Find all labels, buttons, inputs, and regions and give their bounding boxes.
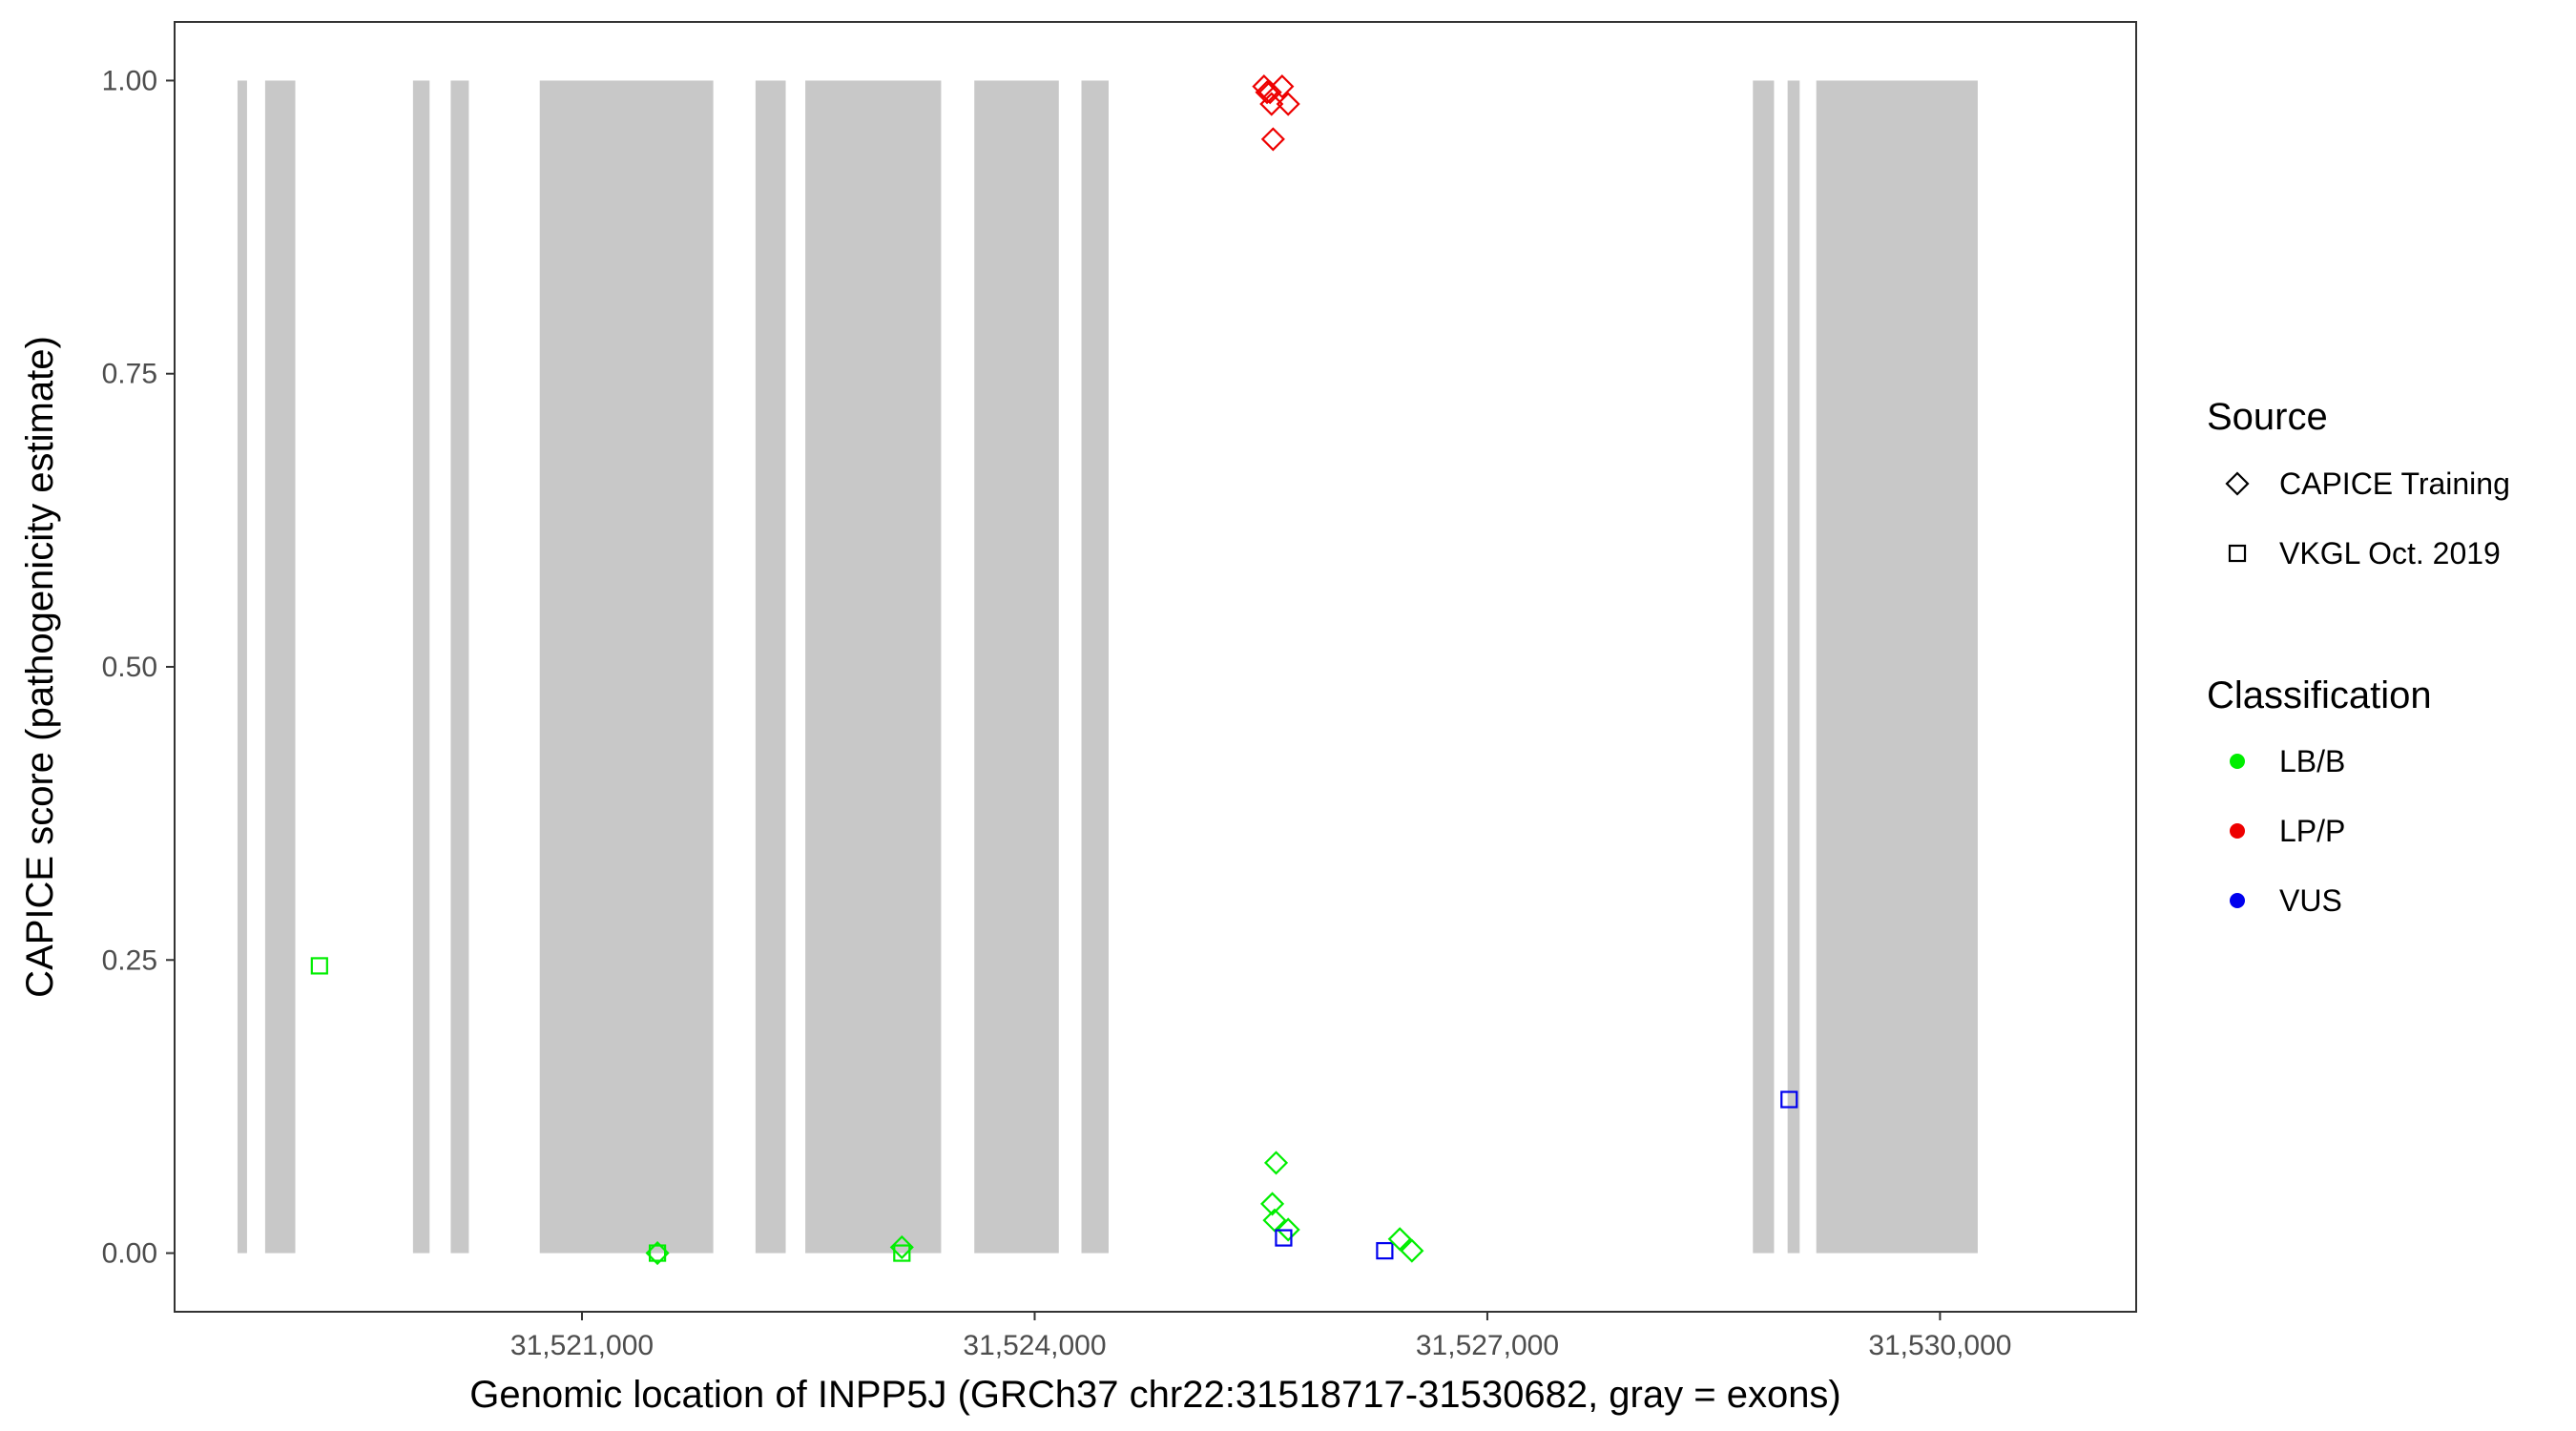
legend: Source CAPICE Training VKGL Oct. 2019 Cla… — [2207, 396, 2510, 918]
x-tick-label: 31,524,000 — [963, 1330, 1106, 1361]
data-point — [893, 1244, 911, 1262]
y-tick-label: 0.50 — [102, 652, 157, 683]
x-tick-label: 31,527,000 — [1416, 1330, 1559, 1361]
exon-band — [539, 80, 714, 1254]
legend-label: VUS — [2279, 883, 2342, 918]
exon-bands — [237, 80, 1978, 1254]
legend-label: LP/P — [2279, 814, 2345, 848]
data-point — [648, 1244, 667, 1262]
exon-band — [450, 80, 469, 1254]
legend-source-items: CAPICE Training VKGL Oct. 2019 — [2225, 467, 2510, 570]
data-point — [1260, 127, 1285, 152]
legend-key-dot — [2230, 754, 2245, 769]
legend-key-square — [2228, 544, 2247, 563]
data-point — [1270, 74, 1295, 99]
data-point — [1780, 1090, 1798, 1109]
y-axis: 0.00 0.25 0.50 0.75 1.00 — [102, 65, 175, 1270]
data-point — [1275, 1229, 1293, 1247]
data-points — [310, 74, 1798, 1266]
x-tick-label: 31,521,000 — [510, 1330, 654, 1361]
legend-key-dot — [2230, 893, 2245, 908]
legend-title-classification: Classification — [2207, 674, 2432, 716]
y-axis-title: CAPICE score (pathogenicity estimate) — [19, 336, 61, 998]
data-point — [1276, 92, 1300, 116]
exon-band — [1081, 80, 1109, 1254]
exon-band — [805, 80, 942, 1254]
exon-band — [1753, 80, 1775, 1254]
exon-band — [412, 80, 430, 1254]
legend-classification-items: LB/B LP/P VUS — [2230, 744, 2345, 918]
x-axis-title: Genomic location of INPP5J (GRCh37 chr22… — [469, 1374, 1841, 1416]
exon-band — [264, 80, 296, 1254]
data-point — [1262, 1208, 1287, 1233]
legend-label: VKGL Oct. 2019 — [2279, 536, 2501, 570]
data-point — [1260, 1192, 1285, 1216]
data-point — [1259, 92, 1284, 116]
data-point — [310, 957, 328, 975]
y-tick-label: 0.25 — [102, 944, 157, 976]
data-point — [1257, 80, 1282, 105]
exon-band — [1816, 80, 1978, 1254]
legend-title-source: Source — [2207, 396, 2328, 438]
y-tick-label: 1.00 — [102, 65, 157, 96]
legend-label: LB/B — [2279, 744, 2345, 778]
data-point — [889, 1234, 914, 1259]
data-point — [1276, 1217, 1300, 1242]
exon-band — [974, 80, 1059, 1254]
data-point — [1387, 1227, 1412, 1252]
x-axis: 31,521,000 31,524,000 31,527,000 31,530,000 — [510, 1312, 2011, 1361]
y-tick-label: 0.00 — [102, 1238, 157, 1270]
legend-key-dot — [2230, 823, 2245, 839]
y-tick-label: 0.75 — [102, 359, 157, 390]
x-tick-label: 31,530,000 — [1868, 1330, 2011, 1361]
exon-band — [1787, 80, 1800, 1254]
legend-key-diamond — [2225, 471, 2250, 496]
data-point — [1400, 1238, 1424, 1263]
data-point — [1376, 1241, 1394, 1260]
exon-band — [755, 80, 786, 1254]
data-point — [1263, 1151, 1289, 1175]
exon-band — [237, 80, 247, 1254]
legend-label: CAPICE Training — [2279, 467, 2510, 501]
